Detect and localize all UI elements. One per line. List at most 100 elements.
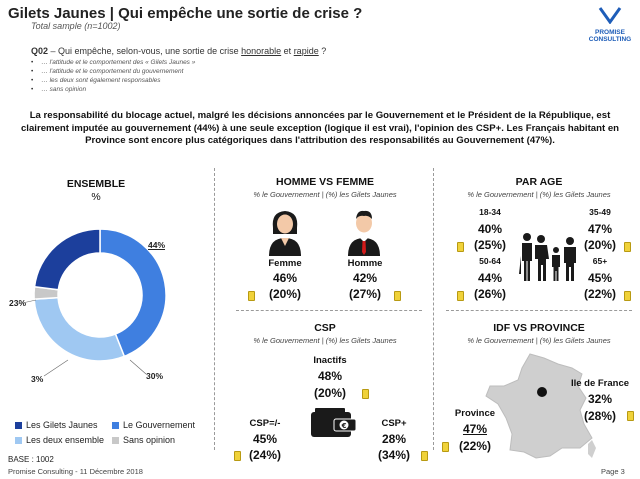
age-50-64-label: 50-64	[479, 256, 501, 266]
inactifs-gj: (20%)	[313, 386, 346, 400]
divider-right	[433, 168, 434, 450]
femme-label: Femme	[268, 258, 302, 269]
yellow-vest-icon	[624, 242, 631, 252]
legend-swatch	[112, 436, 119, 444]
csp-plus-gouv: 28%	[381, 432, 407, 446]
legend-label: Sans opinion	[123, 435, 176, 445]
logo-line1: PROMISE	[595, 29, 625, 36]
divider-right-h	[446, 310, 632, 311]
base-label: BASE : 1002	[8, 455, 54, 464]
homme-gj-value: (27%)	[348, 287, 381, 301]
inactifs-gouv: 48%	[317, 369, 343, 383]
age-sub: % le Gouvernement | (%) les Gilets Jaune…	[467, 190, 611, 199]
question-part2: et	[281, 46, 294, 56]
yellow-vest-icon	[234, 451, 241, 461]
age-35-49-gouv: 47%	[587, 222, 613, 236]
label-gilets-pct: 23%	[9, 298, 27, 308]
page-number: Page 3	[601, 467, 625, 476]
slice-gilets-jaunes	[33, 228, 101, 291]
yellow-vest-icon	[457, 242, 464, 252]
age-35-49-gj: (20%)	[583, 238, 616, 252]
age-18-34-label: 18-34	[479, 207, 501, 217]
legend-swatch	[15, 421, 22, 429]
question-code: Q02	[31, 46, 49, 56]
idf-sub: % le Gouvernement | (%) les Gilets Jaune…	[467, 336, 611, 345]
wallet-icon: €	[311, 408, 357, 437]
legend-swatch	[112, 421, 119, 429]
promise-logo: PROMISE CONSULTING	[586, 6, 634, 43]
idf-gouv: 32%	[587, 392, 613, 406]
sample-subtitle: Total sample (n=1002)	[31, 21, 121, 31]
page-title: Gilets Jaunes | Qui empêche une sortie d…	[8, 5, 363, 22]
age-65-gouv: 45%	[587, 271, 613, 285]
man-icon	[348, 210, 380, 256]
yellow-vest-icon	[421, 451, 428, 461]
csp-moins-gouv: 45%	[252, 432, 278, 446]
csp-plus-gj: (34%)	[377, 448, 410, 462]
logo-icon	[598, 7, 622, 25]
logo-line2: CONSULTING	[588, 36, 632, 43]
ensemble-unit: %	[91, 191, 101, 203]
age-50-64-gouv: 44%	[477, 271, 503, 285]
slice-gouvernement	[99, 228, 167, 358]
slice-deux-ensemble	[33, 296, 126, 362]
option-item: … l'attitude et le comportement des « Gi…	[31, 58, 195, 67]
homme-femme-title: HOMME VS FEMME	[275, 176, 374, 188]
question-part3: ?	[318, 46, 327, 56]
ensemble-title: ENSEMBLE	[66, 178, 126, 190]
legend-item-sans: Sans opinion	[112, 435, 175, 445]
age-18-34-gouv: 40%	[477, 222, 503, 236]
legend-label: Les Gilets Jaunes	[26, 420, 98, 430]
province-gj: (22%)	[458, 439, 491, 453]
legend-swatch	[15, 436, 22, 444]
france-map-icon	[485, 353, 596, 459]
yellow-vest-icon	[624, 291, 631, 301]
ensemble-donut-chart	[33, 228, 167, 362]
csp-moins-gj: (24%)	[248, 448, 281, 462]
idf-gj: (28%)	[583, 409, 616, 423]
province-gouv: 47%	[462, 422, 488, 436]
divider-mid-h	[236, 310, 422, 311]
label-deux-pct: 30%	[146, 371, 164, 381]
age-65-label: 65+	[592, 256, 608, 266]
yellow-vest-icon	[627, 411, 634, 421]
legend-item-gouvernement: Le Gouvernement	[112, 420, 195, 430]
question-emph1: honorable	[241, 46, 282, 56]
question-emph2: rapide	[293, 46, 319, 56]
legend-item-gilets: Les Gilets Jaunes	[15, 420, 98, 430]
woman-icon	[269, 211, 301, 256]
homme-label: Homme	[347, 258, 383, 269]
legend-label: Les deux ensemble	[26, 435, 105, 445]
age-65-gj: (22%)	[583, 287, 616, 301]
summary-text: La responsabilité du blocage actuel, mal…	[20, 110, 620, 146]
homme-gouv-value: 42%	[352, 271, 378, 285]
csp-sub: % le Gouvernement | (%) les Gilets Jaune…	[253, 336, 397, 345]
homme-femme-sub: % le Gouvernement | (%) les Gilets Jaune…	[253, 190, 397, 199]
footer-credit: Promise Consulting - 11 Décembre 2018	[8, 467, 143, 476]
femme-gouv-value: 46%	[272, 271, 298, 285]
femme-gj-value: (20%)	[268, 287, 301, 301]
yellow-vest-icon	[248, 291, 255, 301]
label-sans-pct: 3%	[31, 374, 44, 384]
yellow-vest-icon	[442, 442, 449, 452]
age-50-64-gj: (26%)	[473, 287, 506, 301]
csp-plus-label: CSP+	[381, 418, 407, 429]
yellow-vest-icon	[394, 291, 401, 301]
province-label: Province	[454, 408, 496, 419]
question-options: … l'attitude et le comportement des « Gi…	[31, 58, 195, 94]
age-18-34-gj: (25%)	[473, 238, 506, 252]
question-part1: – Qui empêche, selon-vous, une sortie de…	[48, 46, 242, 56]
legend-item-deux: Les deux ensemble	[15, 435, 104, 445]
age-35-49-label: 35-49	[589, 207, 611, 217]
divider-left	[214, 168, 215, 450]
csp-moins-label: CSP=/-	[249, 418, 281, 429]
idf-title: IDF VS PROVINCE	[493, 322, 585, 334]
family-icon	[519, 233, 576, 281]
csp-title: CSP	[314, 322, 336, 334]
svg-text:€: €	[341, 422, 347, 430]
question-text: Q02 – Qui empêche, selon-vous, une sorti…	[31, 46, 326, 56]
yellow-vest-icon	[362, 389, 369, 399]
idf-label: Ile de France	[570, 378, 630, 389]
option-item: … les deux sont également responsables	[31, 76, 195, 85]
inactifs-label: Inactifs	[313, 355, 347, 366]
